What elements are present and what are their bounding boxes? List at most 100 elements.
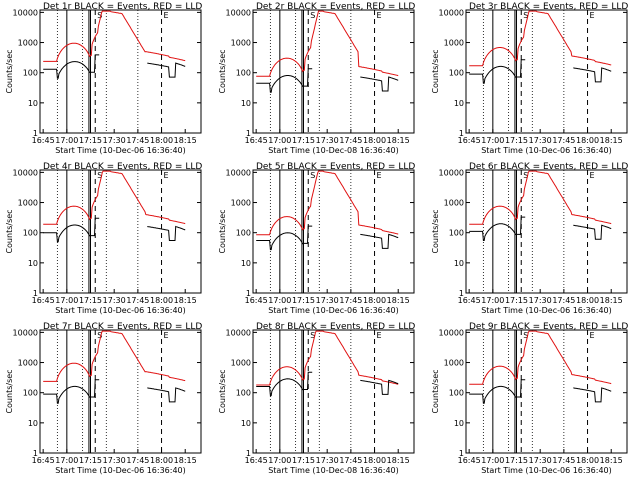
saa-end-label: E xyxy=(590,171,595,180)
x-tick-label: 17:15 xyxy=(292,456,315,465)
plot-frame xyxy=(465,9,628,134)
y-tick-label: 1 xyxy=(33,449,38,458)
x-tick-label: 17:45 xyxy=(126,456,149,465)
panel-title: Det 7r BLACK = Events, RED = LLD xyxy=(43,322,202,332)
y-tick-label: 1000 xyxy=(18,359,38,368)
y-tick-label: 10 xyxy=(241,99,251,108)
plot-frame xyxy=(465,329,628,454)
saa-end-label: E xyxy=(164,331,169,340)
panel-title: Det 3r BLACK = Events, RED = LLD xyxy=(469,2,628,12)
lld-series-line xyxy=(256,330,399,386)
x-tick-label: 17:30 xyxy=(529,296,552,305)
x-tick-label: 18:00 xyxy=(363,296,386,305)
x-tick-label: 16:45 xyxy=(245,296,268,305)
x-tick-label: 16:45 xyxy=(32,136,55,145)
panel-title: Det 4r BLACK = Events, RED = LLD xyxy=(43,162,202,172)
plot-frame xyxy=(252,9,415,134)
y-tick-label: 10 xyxy=(241,419,251,428)
lld-series-line xyxy=(256,170,399,236)
y-tick-label: 100 xyxy=(449,229,464,238)
saa-start-label: S xyxy=(97,11,102,20)
x-tick-label: 18:15 xyxy=(600,136,623,145)
y-tick-label: 10000 xyxy=(439,168,464,177)
x-tick-label: 18:15 xyxy=(387,136,410,145)
y-tick-label: 1 xyxy=(459,129,464,138)
panel-title: Det 9r BLACK = Events, RED = LLD xyxy=(469,322,628,332)
x-tick-label: 16:45 xyxy=(32,456,55,465)
saa-end-label: E xyxy=(377,11,382,20)
saa-start-label: S xyxy=(523,11,528,20)
y-axis-label: Counts/sec xyxy=(5,49,14,93)
y-axis-label: Counts/sec xyxy=(218,49,227,93)
x-tick-label: 17:30 xyxy=(529,136,552,145)
x-tick-label: 18:00 xyxy=(150,296,173,305)
x-axis-label: Start Time (10-Dec-06 16:36:40) xyxy=(55,466,186,475)
x-tick-label: 17:00 xyxy=(55,296,78,305)
plot-frame xyxy=(39,329,202,454)
x-tick-label: 17:00 xyxy=(481,296,504,305)
y-axis-label: Counts/sec xyxy=(218,209,227,253)
y-tick-label: 1 xyxy=(246,289,251,298)
events-series-line xyxy=(43,217,186,243)
y-tick-label: 1 xyxy=(33,289,38,298)
plot-frame xyxy=(39,169,202,294)
plot-frame xyxy=(465,169,628,294)
saa-end-label: E xyxy=(164,11,169,20)
x-tick-label: 18:00 xyxy=(150,456,173,465)
x-tick-label: 16:45 xyxy=(458,136,481,145)
y-tick-label: 10000 xyxy=(13,328,38,337)
x-tick-label: 18:00 xyxy=(363,136,386,145)
lld-series-line xyxy=(43,10,186,62)
panel-title: Det 1r BLACK = Events, RED = LLD xyxy=(43,2,202,12)
saa-start-label: S xyxy=(97,171,102,180)
events-series-line xyxy=(256,68,399,93)
events-series-line xyxy=(469,59,612,84)
lld-series-line xyxy=(43,330,186,382)
y-tick-label: 100 xyxy=(236,229,251,238)
y-tick-label: 100 xyxy=(236,69,251,78)
y-tick-label: 10 xyxy=(454,99,464,108)
x-tick-label: 17:00 xyxy=(268,136,291,145)
x-tick-label: 18:15 xyxy=(174,456,197,465)
y-tick-label: 1000 xyxy=(231,359,251,368)
saa-end-label: E xyxy=(590,11,595,20)
saa-end-label: E xyxy=(377,331,382,340)
x-tick-label: 17:00 xyxy=(55,456,78,465)
y-tick-label: 1000 xyxy=(444,199,464,208)
panel-title: Det 2r BLACK = Events, RED = LLD xyxy=(256,2,415,12)
x-tick-label: 17:30 xyxy=(316,456,339,465)
x-tick-label: 18:15 xyxy=(600,456,623,465)
x-tick-label: 17:30 xyxy=(103,296,126,305)
y-tick-label: 10000 xyxy=(226,8,251,17)
panel-title: Det 5r BLACK = Events, RED = LLD xyxy=(256,162,415,172)
y-tick-label: 100 xyxy=(23,389,38,398)
events-series-line xyxy=(469,379,612,404)
y-axis-label: Counts/sec xyxy=(431,49,440,93)
x-tick-label: 16:45 xyxy=(458,296,481,305)
y-tick-label: 10000 xyxy=(439,8,464,17)
x-tick-label: 17:00 xyxy=(268,456,291,465)
y-tick-label: 1000 xyxy=(18,39,38,48)
x-tick-label: 17:45 xyxy=(339,456,362,465)
x-tick-label: 17:45 xyxy=(552,296,575,305)
events-series-line xyxy=(256,225,399,251)
lld-series-line xyxy=(469,10,612,67)
events-series-line xyxy=(469,216,612,241)
x-tick-label: 17:30 xyxy=(529,456,552,465)
x-axis-label: Start Time (10-Dec-06 16:36:40) xyxy=(55,146,186,155)
x-tick-label: 17:15 xyxy=(79,296,102,305)
y-tick-label: 1000 xyxy=(18,199,38,208)
x-tick-label: 16:45 xyxy=(458,456,481,465)
x-tick-label: 18:00 xyxy=(150,136,173,145)
y-tick-label: 1 xyxy=(246,449,251,458)
y-tick-label: 1000 xyxy=(231,39,251,48)
x-tick-label: 18:15 xyxy=(600,296,623,305)
lld-series-line xyxy=(43,170,186,225)
